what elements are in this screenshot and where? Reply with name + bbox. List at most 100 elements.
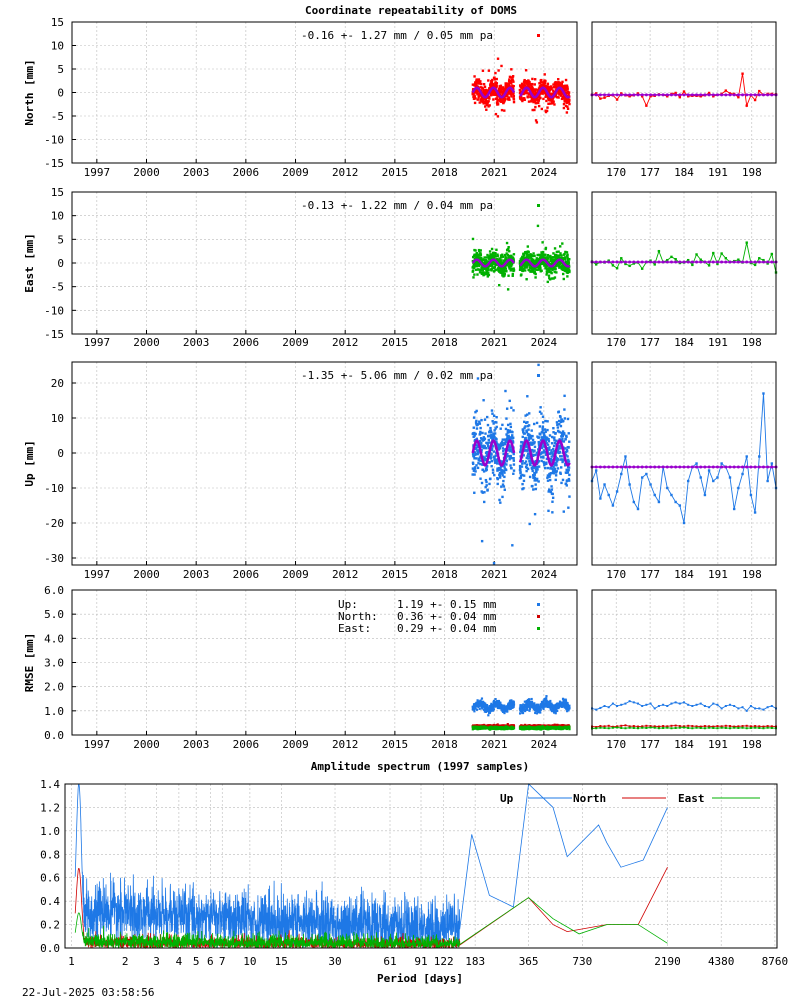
data-point [491,419,494,423]
x-tick-label: 2006 [233,336,260,349]
data-point [534,468,538,471]
data-point [550,277,554,280]
data-point [491,468,495,471]
data-point [566,105,569,108]
data-point [485,102,489,106]
data-point [519,90,523,93]
data-point [495,85,498,88]
data-point [495,459,499,463]
data-point [567,268,571,271]
data-point [479,432,482,435]
data-point [479,80,482,83]
data-point [534,105,537,109]
zoom-model-point [649,260,653,264]
data-point [512,469,516,472]
data-point [519,471,522,474]
rmse-point [523,707,526,711]
data-point [511,268,514,271]
data-point [533,100,537,103]
data-point [537,99,541,102]
data-point [561,272,565,276]
zoom-model-point [598,93,602,97]
rmse-point [525,707,529,710]
data-point [560,455,563,458]
data-point [507,446,510,449]
zoom-model-point [695,93,699,97]
data-point [523,253,526,257]
data-point [512,456,515,460]
data-point [538,94,541,98]
data-point [550,442,554,445]
data-point [488,264,491,268]
data-point [541,421,545,424]
data-point [553,270,556,274]
zoom-data-point [594,263,598,266]
data-point [533,449,536,452]
data-point [486,253,489,257]
data-point [564,78,568,82]
data-point [494,91,497,95]
zoom-x-tick-label: 170 [606,336,626,349]
data-point [550,455,553,458]
data-point [560,481,563,485]
data-point [474,453,477,456]
data-point [512,463,516,466]
y-tick-label: -5 [51,110,64,123]
data-point [563,252,566,256]
data-point [476,466,480,470]
data-point [553,266,556,269]
data-point [484,259,488,262]
data-point [527,428,530,431]
data-point [530,85,534,88]
y-tick-label: 4.0 [44,632,64,645]
zoom-data-point [770,252,774,256]
data-point [533,445,537,449]
data-point [537,440,540,444]
data-point [481,431,484,435]
data-point [501,495,504,499]
y-tick-label: -5 [51,281,64,294]
data-point [564,86,567,90]
x-tick-label: 2024 [531,166,558,179]
zoom-model-point [665,93,669,97]
data-point [518,464,522,468]
data-point [473,257,477,260]
data-point [489,435,493,438]
x-tick-label: 2003 [183,738,210,751]
data-point [501,86,505,89]
data-point [483,437,487,440]
data-point [503,270,506,273]
zoom-data-point [611,504,615,507]
data-point [566,275,569,278]
data-point [565,111,569,114]
data-point [519,446,523,449]
data-point [499,501,502,504]
data-point [545,256,549,259]
zoom-data-point [678,504,682,507]
zoom-model-point [724,465,728,469]
zoom-data-point [753,511,757,514]
data-point [549,102,552,105]
data-point [492,450,496,453]
data-point [483,491,486,494]
rmse-point [549,699,552,703]
data-point [507,455,510,458]
data-point [528,522,531,526]
zoom-data-point [699,258,702,261]
data-point [522,431,525,434]
zoom-model-point [707,93,711,97]
data-point [549,256,553,260]
main-plot-frame [71,191,578,335]
data-point [478,456,482,459]
data-point [484,102,487,105]
data-point [539,433,542,436]
data-point [561,437,564,440]
data-point [484,105,487,108]
data-point [489,426,492,430]
zoom-model-point [682,260,686,264]
rmse-point [528,698,531,701]
x-tick-label: 2021 [481,166,508,179]
data-point [523,426,526,430]
data-point [531,484,534,488]
data-point [565,100,568,103]
